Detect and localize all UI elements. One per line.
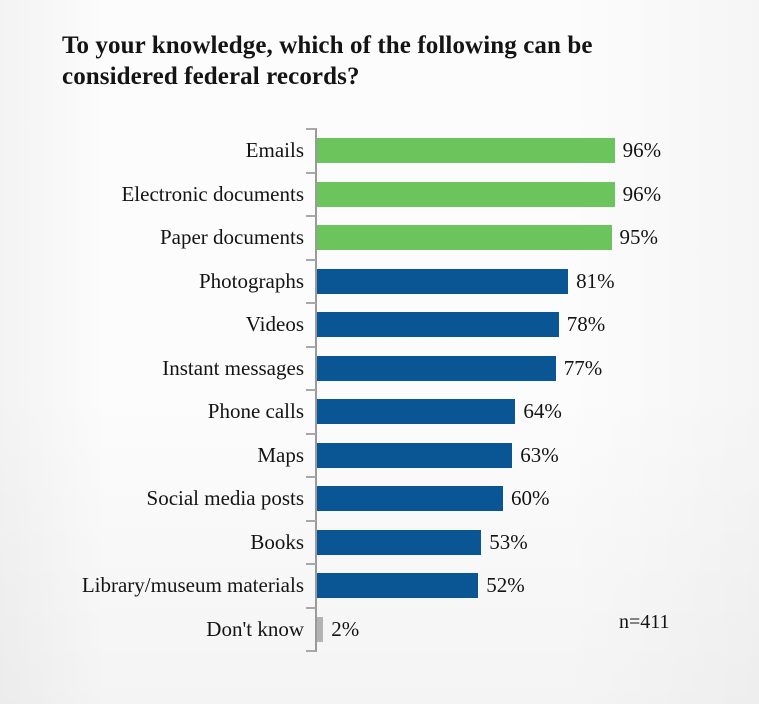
category-label: Instant messages (162, 355, 304, 380)
bar-row: Maps 63% (0, 433, 759, 477)
bar[interactable] (317, 312, 559, 337)
category-axis-line (315, 128, 317, 652)
bar-row: Don't know 2% (0, 607, 759, 651)
bar-value-label: 96% (622, 138, 662, 162)
bar-value-label: 52% (486, 573, 525, 597)
bar-value-label: 81% (576, 268, 615, 293)
axis-tick (306, 432, 316, 435)
sample-size-annotation: n=411 (619, 611, 670, 633)
bar-row: Videos 78% (0, 302, 759, 346)
bar-value-label: 96% (622, 181, 662, 206)
bar-row: Emails 96% (0, 128, 759, 172)
bar-row: Electronic documents 96% (0, 172, 759, 216)
bar[interactable] (317, 573, 479, 598)
axis-tick (306, 215, 316, 217)
category-label: Paper documents (159, 225, 304, 249)
bar[interactable] (317, 138, 615, 163)
bar[interactable] (317, 616, 324, 642)
bar[interactable] (317, 486, 503, 511)
bar-row: Photographs 81% (0, 259, 759, 303)
bar-row: Instant messages 77% (0, 346, 759, 390)
category-label: Maps (257, 442, 304, 467)
bar[interactable] (317, 529, 482, 555)
bar[interactable] (317, 181, 615, 207)
axis-tick (306, 258, 316, 261)
category-label: Don't know (206, 616, 304, 641)
axis-tick (306, 519, 316, 522)
plot-area: Emails 96% Electronic documents 96% Paper do… (0, 118, 759, 663)
category-label: Phone calls (207, 399, 304, 423)
bar-row: Social media posts 60% (0, 476, 759, 520)
chart-title: To your knowledge, which of the followin… (62, 30, 702, 92)
bar[interactable] (317, 442, 513, 468)
bar-value-label: 63% (520, 442, 559, 467)
category-label: Emails (245, 138, 304, 162)
chart-title-line-2: considered federal records? (62, 63, 360, 90)
axis-tick (306, 128, 316, 130)
axis-tick (306, 389, 316, 391)
bar[interactable] (317, 399, 516, 424)
bar-row: Books 53% (0, 520, 759, 564)
axis-tick (306, 171, 316, 174)
axis-tick (306, 650, 316, 652)
axis-tick (306, 476, 316, 478)
axis-tick (306, 606, 316, 609)
bar-value-label: 2% (331, 616, 360, 641)
category-label: Books (250, 529, 304, 554)
bar-value-label: 60% (511, 486, 550, 510)
bar-value-label: 95% (619, 225, 659, 249)
chart-title-line-1: To your knowledge, which of the followin… (62, 32, 593, 59)
bar-row: Library/museum materials 52% (0, 563, 759, 607)
category-label: Photographs (199, 268, 304, 293)
category-label: Electronic documents (121, 181, 304, 206)
bar[interactable] (317, 355, 556, 381)
bar-value-label: 53% (489, 529, 528, 554)
category-label: Library/museum materials (81, 573, 304, 597)
axis-tick (306, 345, 316, 348)
axis-tick (306, 563, 316, 565)
bar[interactable] (317, 225, 612, 250)
bar[interactable] (317, 268, 569, 294)
bar-value-label: 78% (566, 312, 606, 336)
bar-row: Phone calls 64% (0, 389, 759, 433)
bar-value-label: 64% (523, 399, 562, 423)
axis-tick (306, 302, 316, 304)
category-label: Videos (245, 312, 304, 336)
bar-value-label: 77% (563, 355, 603, 380)
bar-row: Paper documents 95% (0, 215, 759, 259)
category-label: Social media posts (146, 486, 304, 510)
